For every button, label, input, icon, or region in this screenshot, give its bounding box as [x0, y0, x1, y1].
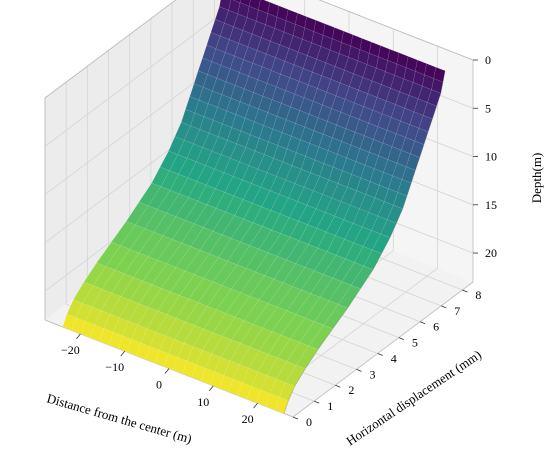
- y-tick-label: 2: [348, 383, 354, 397]
- z-tick-label: 0: [485, 53, 491, 67]
- x-tick-mark: [120, 350, 126, 357]
- pane-edge: [44, 0, 177, 99]
- surface: [62, 0, 446, 414]
- y-tick-label: 3: [370, 367, 376, 381]
- y-tick-label: 8: [475, 288, 481, 302]
- y-tick-mark: [314, 400, 320, 404]
- z-tick-label: 20: [485, 246, 497, 260]
- x-tick-label: 10: [197, 395, 209, 409]
- y-tick-label: 7: [454, 304, 460, 318]
- left-pane: [45, 0, 225, 320]
- y-tick-mark: [462, 289, 468, 293]
- y-tick-label: 1: [327, 399, 333, 413]
- z-grid-left: [44, 10, 226, 147]
- y-tick-mark: [441, 305, 447, 309]
- x-tick-label: −20: [61, 343, 80, 357]
- tick-labels: −20 −10 0 10 20 0 1 2 3 4 5 6 7 8 0 5 10 15 20: [61, 53, 497, 429]
- y-tick-mark: [377, 353, 383, 356]
- y-tick-label: 6: [433, 320, 439, 334]
- surface-patch: [274, 396, 289, 414]
- z-tick-label: 15: [485, 198, 497, 212]
- y-tick-mark: [398, 337, 405, 340]
- y-tick-mark: [356, 368, 362, 372]
- y-tick-mark: [419, 321, 426, 325]
- x-tick-label: 20: [242, 412, 254, 426]
- x-tick-mark: [208, 385, 214, 392]
- y-tick-mark: [292, 416, 299, 420]
- x-tick-label: 0: [156, 378, 162, 392]
- x-tick-mark: [76, 333, 81, 340]
- x-tick-label: −10: [105, 360, 124, 374]
- y-axis-line: [292, 281, 474, 418]
- z-axis-label: Depth(m): [529, 153, 544, 204]
- x-tick-mark: [253, 402, 258, 409]
- y-tick-label: 4: [391, 352, 397, 366]
- y-tick-label: 5: [412, 336, 418, 350]
- z-tick-label: 10: [485, 150, 497, 164]
- pane-edge: [318, 0, 474, 61]
- y-tick-label: 0: [306, 415, 312, 429]
- x-tick-mark: [164, 368, 170, 374]
- surface-edge: [283, 70, 446, 414]
- z-tick-label: 5: [485, 101, 491, 115]
- y-tick-mark: [335, 384, 341, 388]
- x-axis-label: Distance from the center (m): [45, 390, 193, 446]
